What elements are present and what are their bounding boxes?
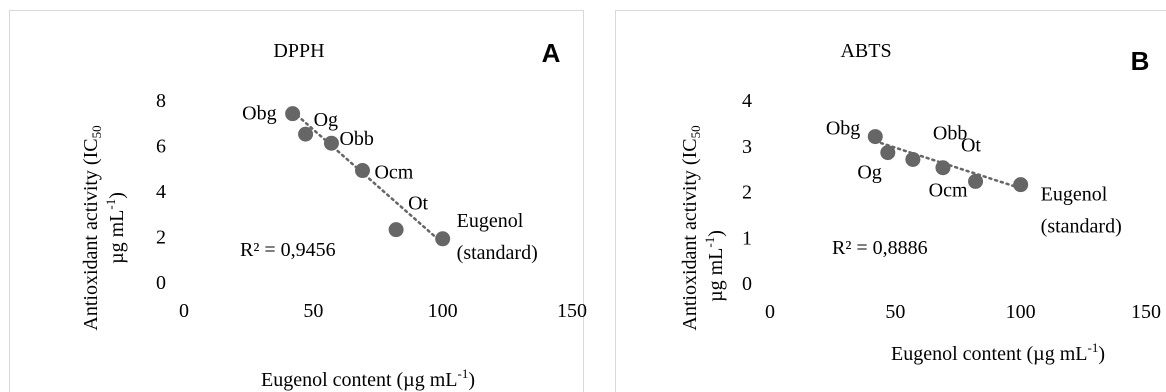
point-label: Ocm	[929, 179, 968, 201]
y-axis-label: Antioxidant activity (IC50 µg mL-1)	[679, 125, 727, 330]
y-axis-label: Antioxidant activity (IC50 µg mL-1)	[80, 125, 128, 330]
y-axis-label-line1: Antioxidant activity (IC	[679, 138, 701, 330]
y-axis-label-sup: -1	[702, 237, 717, 248]
x-tick-label: 150	[557, 300, 587, 322]
svg-text:Antioxidant activity (IC50: Antioxidant activity (IC50	[80, 125, 104, 330]
x-tick-label: 100	[428, 300, 458, 322]
point-label: Obg	[242, 103, 276, 125]
trendline	[874, 139, 1022, 190]
chart-svg-dpph: DPPH A Antioxidant activity (IC50 µg mL-…	[9, 10, 587, 392]
data-point	[354, 163, 370, 179]
point-label: Og	[857, 162, 881, 184]
y-tick-label: 4	[742, 90, 752, 112]
x-axis-label: Eugenol content (µg mL-1)	[891, 340, 1105, 365]
chart-border	[9, 10, 584, 392]
r2-label: R² = 0,8886	[832, 237, 928, 259]
chart-border	[615, 10, 1166, 392]
axis-ticks: 0 1 2 3 4 0 50 100 150	[742, 90, 1161, 323]
data-point	[1013, 177, 1029, 193]
data-point	[298, 126, 314, 142]
y-tick-label: 8	[156, 90, 166, 112]
y-tick-label: 0	[156, 272, 166, 294]
point-label: Eugenol (standard)	[1041, 184, 1122, 238]
data-point	[880, 145, 896, 161]
data-point	[867, 129, 883, 145]
data-point	[285, 106, 301, 122]
point-label: Ot	[961, 135, 981, 157]
chart-panel-dpph: DPPH A Antioxidant activity (IC50 µg mL-…	[9, 10, 587, 392]
svg-text:Antioxidant activity (IC50: Antioxidant activity (IC50	[679, 125, 703, 330]
y-axis-label-tail: )	[705, 230, 727, 237]
panel-letter: B	[1131, 46, 1150, 76]
point-label: Obb	[339, 128, 373, 150]
data-point	[388, 222, 404, 238]
y-tick-label: 3	[742, 136, 752, 158]
r2-label: R² = 0,9456	[240, 239, 336, 261]
y-axis-label-sub: 50	[89, 125, 104, 138]
x-tick-label: 150	[1131, 301, 1161, 323]
data-point	[323, 135, 339, 151]
point-label: Ocm	[374, 162, 413, 184]
chart-svg-abts: ABTS B Antioxidant activity (IC50 µg mL-…	[615, 10, 1166, 392]
point-label: Ot	[408, 193, 428, 215]
y-axis-label-sup: -1	[103, 199, 118, 210]
y-axis-label-tail: )	[106, 192, 128, 199]
data-point	[905, 151, 921, 167]
y-axis-label-line2: µg mL	[106, 210, 128, 264]
chart-panel-abts: ABTS B Antioxidant activity (IC50 µg mL-…	[590, 0, 1166, 392]
y-axis-label-line2: µg mL	[705, 248, 727, 302]
x-tick-label: 0	[179, 300, 189, 322]
svg-text:µg mL-1): µg mL-1)	[702, 230, 727, 302]
data-point	[435, 231, 451, 247]
x-tick-label: 0	[765, 301, 775, 323]
point-label: Obg	[826, 118, 860, 140]
x-axis-label: Eugenol content (µg mL-1)	[261, 366, 475, 391]
point-label: Eugenol (standard)	[457, 210, 538, 264]
y-tick-label: 2	[742, 182, 752, 204]
x-tick-label: 50	[303, 300, 323, 322]
y-axis-label-line1: Antioxidant activity (IC	[80, 138, 102, 330]
y-tick-label: 4	[156, 181, 166, 203]
data-point	[968, 173, 984, 189]
svg-text:µg mL-1): µg mL-1)	[103, 192, 128, 264]
y-axis-label-sub: 50	[688, 125, 703, 138]
chart-title: ABTS	[840, 40, 891, 62]
point-label: Obb	[933, 122, 967, 144]
y-tick-label: 0	[742, 273, 752, 295]
chart-title: DPPH	[273, 40, 324, 62]
data-point	[935, 160, 951, 176]
panel-letter: A	[542, 38, 561, 68]
y-tick-label: 1	[742, 227, 752, 249]
x-tick-label: 100	[1006, 301, 1036, 323]
x-tick-label: 50	[885, 301, 905, 323]
y-tick-label: 6	[156, 136, 166, 158]
point-label: Og	[314, 109, 338, 131]
y-tick-label: 2	[156, 227, 166, 249]
axis-ticks: 0 2 4 6 8 0 50 100 150	[156, 90, 587, 322]
